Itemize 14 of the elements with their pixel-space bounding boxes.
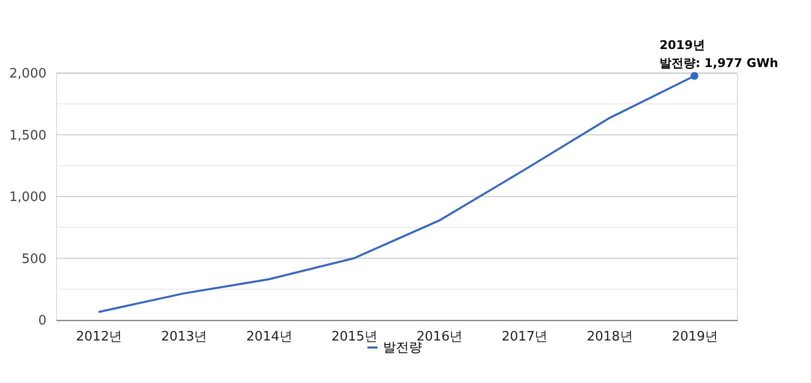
- x-tick-label: 2012년: [76, 330, 122, 344]
- x-tick-label: 2014년: [246, 330, 292, 344]
- y-tick-label: 1,500: [9, 128, 46, 144]
- y-tick-label: 0: [38, 314, 46, 328]
- x-tick-label: 2018년: [586, 330, 633, 344]
- annotation: 2019년 발전량: 1,977 GWh: [659, 38, 778, 70]
- y-tick-label: 2,000: [9, 66, 46, 82]
- x-tick-label: 2013년: [161, 330, 208, 344]
- x-tick-label: 2017년: [502, 330, 548, 344]
- y-tick-label: 500: [22, 252, 46, 267]
- x-tick-label: 2015년: [331, 330, 378, 344]
- legend-label: 발전량: [383, 340, 422, 356]
- y-tick-label: 1,000: [9, 190, 46, 205]
- x-tick-label: 2019년: [672, 330, 718, 344]
